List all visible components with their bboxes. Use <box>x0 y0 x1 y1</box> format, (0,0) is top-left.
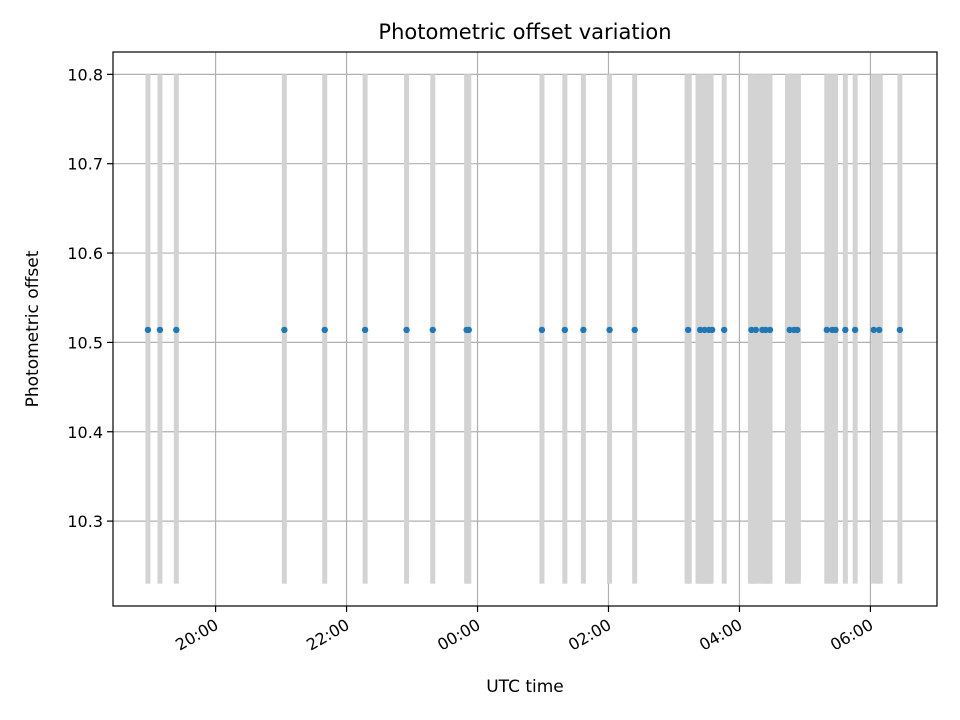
chart-title: Photometric offset variation <box>378 20 671 44</box>
y-tick-label: 10.4 <box>67 423 103 442</box>
x-axis-label: UTC time <box>486 677 564 697</box>
data-point <box>465 326 472 334</box>
data-point <box>561 326 569 334</box>
data-point <box>631 326 638 334</box>
y-tick-label: 10.7 <box>67 155 103 174</box>
plot-frame <box>112 51 938 607</box>
data-point <box>156 326 164 334</box>
data-point <box>752 326 760 334</box>
data-point <box>794 326 801 334</box>
y-tick-label: 10.6 <box>67 244 103 263</box>
data-point <box>842 326 849 334</box>
data-point <box>708 326 716 334</box>
data-point <box>823 326 830 334</box>
data-point <box>851 326 859 334</box>
y-tick-label: 10.3 <box>67 512 103 531</box>
y-axis-label: Photometric offset <box>23 250 43 407</box>
data-point <box>875 326 883 334</box>
data-point <box>538 326 546 334</box>
data-point <box>606 326 613 334</box>
y-tick-label: 10.5 <box>67 333 103 352</box>
data-point <box>361 326 369 334</box>
data-point <box>896 326 904 334</box>
y-axis: 10.3 10.4 10.5 10.6 10.7 10.8 <box>67 65 113 531</box>
y-tick-label: 10.8 <box>67 65 103 84</box>
data-point <box>281 326 288 334</box>
data-point <box>580 326 587 334</box>
data-point <box>144 326 152 334</box>
data-point <box>173 326 180 334</box>
data-point <box>832 326 839 334</box>
data-point <box>684 326 692 334</box>
data-point <box>766 326 774 334</box>
data-point <box>403 326 410 334</box>
data-points <box>144 326 904 334</box>
data-point <box>429 326 436 334</box>
data-point <box>321 326 328 334</box>
data-point <box>870 326 877 334</box>
data-point <box>720 326 728 334</box>
